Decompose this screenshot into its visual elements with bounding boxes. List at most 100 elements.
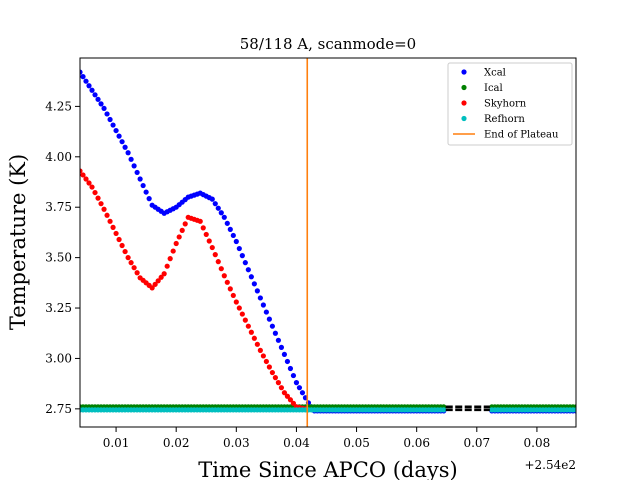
point-skyhorn	[182, 221, 188, 227]
point-xcal	[242, 260, 248, 266]
gap-markers	[445, 405, 490, 412]
point-xcal	[233, 238, 239, 245]
point-skyhorn	[233, 299, 239, 305]
point-skyhorn	[245, 323, 251, 329]
point-xcal	[272, 330, 278, 336]
legend-marker-ical	[461, 84, 467, 91]
point-xcal	[254, 288, 260, 294]
point-skyhorn	[95, 195, 101, 201]
point-skyhorn	[239, 311, 245, 317]
point-xcal	[137, 176, 143, 182]
plot-frame	[79, 57, 577, 428]
point-xcal	[110, 122, 116, 128]
point-xcal	[287, 365, 294, 372]
point-xcal	[107, 116, 113, 123]
point-skyhorn	[287, 397, 294, 403]
point-xcal	[80, 74, 86, 80]
point-skyhorn	[236, 305, 242, 311]
x-axis: 0.01 0.02 0.03 0.04 0.05 0.06 0.07 0.08	[103, 427, 550, 450]
x-tick-label: 0.03	[223, 436, 250, 450]
y-tick-label: 4.00	[45, 150, 72, 164]
point-xcal	[257, 295, 263, 301]
point-skyhorn	[164, 263, 170, 269]
point-xcal	[224, 220, 230, 226]
legend-label-end-of-plateau: End of Plateau	[484, 130, 559, 141]
point-skyhorn	[113, 230, 119, 237]
point-skyhorn	[218, 266, 224, 272]
point-skyhorn	[197, 218, 203, 224]
y-tick-label: 3.75	[45, 200, 72, 214]
point-xcal	[236, 245, 242, 252]
point-xcal	[131, 163, 137, 169]
x-tick-label: 0.07	[463, 436, 490, 450]
point-xcal	[248, 274, 254, 280]
point-skyhorn	[209, 244, 215, 251]
point-xcal	[251, 281, 257, 287]
point-skyhorn	[101, 206, 107, 212]
y-tick-label: 4.25	[45, 99, 72, 113]
point-skyhorn	[110, 224, 116, 230]
point-xcal	[143, 189, 149, 195]
x-tick-label: 0.02	[163, 436, 190, 450]
point-xcal	[119, 139, 125, 145]
point-xcal	[218, 210, 224, 216]
point-skyhorn	[158, 274, 164, 280]
point-skyhorn	[116, 236, 122, 243]
point-skyhorn	[170, 248, 176, 254]
legend-label-xcal: Xcal	[484, 68, 506, 79]
point-skyhorn	[89, 184, 95, 190]
y-tick-label: 3.50	[45, 251, 72, 265]
y-tick-label: 3.00	[45, 351, 72, 365]
plot-area	[80, 58, 576, 427]
point-skyhorn	[200, 225, 206, 231]
point-xcal	[113, 127, 119, 134]
point-skyhorn	[155, 278, 161, 284]
series-skyhorn	[80, 168, 309, 412]
point-skyhorn	[272, 375, 278, 381]
point-xcal	[284, 358, 291, 365]
point-xcal	[89, 87, 95, 93]
point-skyhorn	[227, 286, 233, 292]
point-xcal	[227, 226, 233, 232]
y-tick-label: 3.25	[45, 301, 72, 315]
point-xcal	[266, 316, 272, 322]
point-skyhorn	[128, 260, 134, 266]
point-skyhorn	[131, 265, 137, 271]
point-skyhorn	[203, 231, 209, 238]
point-xcal	[269, 323, 275, 329]
point-xcal	[293, 380, 300, 386]
x-tick-label: 0.05	[343, 436, 370, 450]
legend: Xcal Ical Skyhorn Refhorn End of Plateau	[447, 62, 573, 146]
point-refhorn	[441, 407, 447, 413]
point-xcal	[212, 201, 218, 207]
legend-marker-xcal	[461, 69, 467, 75]
point-skyhorn	[80, 168, 83, 174]
point-skyhorn	[92, 189, 98, 196]
y-tick-label: 2.75	[45, 402, 72, 416]
point-skyhorn	[230, 292, 236, 299]
point-skyhorn	[173, 240, 179, 247]
point-skyhorn	[149, 285, 155, 291]
point-skyhorn	[221, 273, 227, 279]
point-skyhorn	[86, 180, 92, 186]
point-skyhorn	[269, 369, 275, 376]
x-axis-label: Time Since APCO (days)	[198, 458, 457, 480]
point-skyhorn	[179, 227, 185, 233]
point-skyhorn	[161, 271, 167, 277]
point-xcal	[128, 156, 134, 162]
y-axis: 2.75 3.00 3.25 3.50 3.75 4.00 4.25	[45, 99, 80, 416]
point-xcal	[230, 232, 236, 239]
x-offset-label: +2.54e2	[524, 458, 576, 472]
point-xcal	[290, 372, 297, 379]
point-skyhorn	[98, 201, 104, 207]
point-xcal	[260, 302, 266, 308]
point-skyhorn	[119, 242, 125, 249]
point-skyhorn	[278, 385, 285, 391]
point-skyhorn	[167, 256, 173, 262]
legend-label-ical: Ical	[484, 83, 503, 94]
point-skyhorn	[134, 270, 140, 276]
point-skyhorn	[251, 335, 257, 341]
x-tick-label: 0.01	[103, 436, 130, 450]
point-xcal	[125, 150, 131, 156]
series-refhorn	[80, 407, 576, 413]
